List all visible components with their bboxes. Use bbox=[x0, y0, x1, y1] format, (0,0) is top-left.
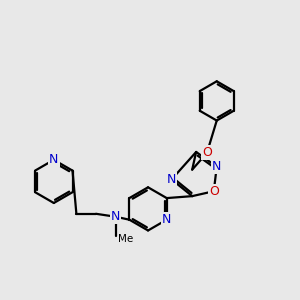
Text: N: N bbox=[167, 173, 176, 186]
Text: N: N bbox=[49, 153, 58, 166]
Text: N: N bbox=[111, 210, 120, 223]
Text: O: O bbox=[209, 185, 219, 198]
Text: O: O bbox=[202, 146, 212, 159]
Text: Me: Me bbox=[118, 234, 133, 244]
Text: N: N bbox=[162, 213, 171, 226]
Text: N: N bbox=[212, 160, 221, 173]
